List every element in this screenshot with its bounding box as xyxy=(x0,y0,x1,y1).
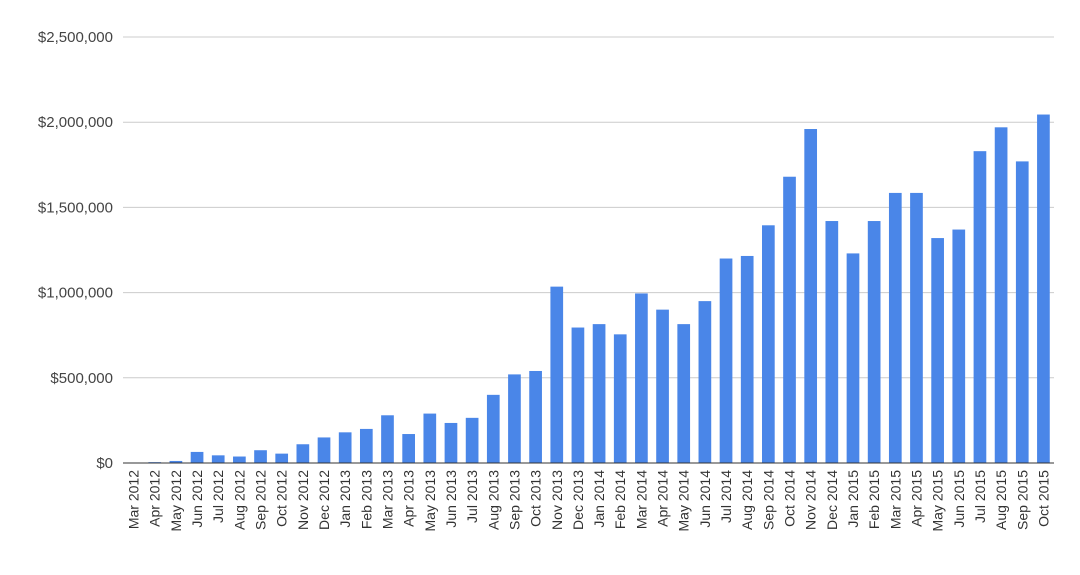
bar xyxy=(317,437,331,463)
bar xyxy=(952,229,966,463)
bar xyxy=(613,334,627,463)
bar xyxy=(740,255,754,463)
x-tick-label: May 2015 xyxy=(930,470,946,532)
x-tick-label: Aug 2014 xyxy=(739,470,755,530)
x-tick-label: May 2014 xyxy=(676,470,692,532)
bar xyxy=(529,370,542,463)
x-axis-ticks: Mar 2012 Apr 2012 May 2012 Jun 2012 Jul 2012… xyxy=(126,470,1052,532)
x-tick-label: Apr 2013 xyxy=(401,470,417,527)
bars xyxy=(127,114,1050,464)
x-tick-label: Mar 2015 xyxy=(887,470,903,529)
x-tick-label: Sep 2012 xyxy=(253,470,269,530)
x-tick-label: Dec 2012 xyxy=(316,470,332,530)
bar xyxy=(444,422,458,463)
x-tick-label: Mar 2012 xyxy=(126,470,142,529)
bar xyxy=(359,428,373,463)
x-tick-label: Jun 2013 xyxy=(443,470,459,528)
x-tick-label: Nov 2014 xyxy=(803,470,819,530)
bar xyxy=(592,324,606,463)
bar xyxy=(677,324,691,463)
x-tick-label: Feb 2015 xyxy=(866,470,882,529)
y-axis-ticks: $0 $500,000 $1,000,000 $1,500,000 $2,000,000… xyxy=(38,29,113,472)
x-tick-label: Sep 2014 xyxy=(760,470,776,530)
bar xyxy=(804,129,818,464)
y-tick-label: $500,000 xyxy=(50,370,113,387)
bar xyxy=(211,455,225,463)
bar xyxy=(254,450,267,463)
bar xyxy=(698,301,712,463)
x-tick-label: Jul 2013 xyxy=(464,470,480,523)
bar xyxy=(508,374,521,463)
x-tick-label: May 2012 xyxy=(168,470,184,532)
bar xyxy=(338,432,352,463)
x-tick-label: Feb 2014 xyxy=(612,470,628,529)
bar xyxy=(931,238,944,463)
x-tick-label: Sep 2013 xyxy=(506,470,522,530)
x-tick-label: Jul 2012 xyxy=(210,470,226,523)
x-tick-label: Jul 2014 xyxy=(718,470,734,523)
bar xyxy=(571,327,585,463)
x-tick-label: Mar 2014 xyxy=(633,470,649,529)
bar xyxy=(486,394,500,463)
y-tick-label: $2,000,000 xyxy=(38,114,113,131)
x-tick-label: Dec 2013 xyxy=(570,470,586,530)
y-tick-label: $0 xyxy=(96,455,113,472)
bar xyxy=(994,127,1008,463)
bar xyxy=(423,413,437,463)
bar xyxy=(233,456,246,463)
x-tick-label: Feb 2013 xyxy=(358,470,374,529)
x-tick-label: Oct 2013 xyxy=(528,470,544,527)
x-tick-label: Jun 2012 xyxy=(189,470,205,528)
x-tick-label: Jan 2013 xyxy=(337,470,353,528)
bar xyxy=(656,309,669,463)
x-tick-label: Oct 2012 xyxy=(274,470,290,527)
x-tick-label: Nov 2013 xyxy=(549,470,565,530)
x-tick-label: Jan 2015 xyxy=(845,470,861,528)
x-tick-label: Oct 2014 xyxy=(782,470,798,527)
x-tick-label: Jan 2014 xyxy=(591,470,607,528)
bar xyxy=(465,417,479,463)
bar xyxy=(973,151,987,463)
x-tick-label: Aug 2015 xyxy=(993,470,1009,530)
y-tick-label: $1,500,000 xyxy=(38,199,113,216)
y-tick-label: $2,500,000 xyxy=(38,29,113,46)
bar xyxy=(719,258,733,463)
x-tick-label: Nov 2012 xyxy=(295,470,311,530)
bar xyxy=(825,221,839,463)
x-tick-label: Aug 2012 xyxy=(231,470,247,530)
bar xyxy=(762,225,775,463)
bar xyxy=(846,253,860,463)
x-tick-label: Aug 2013 xyxy=(485,470,501,530)
x-tick-label: Oct 2015 xyxy=(1035,470,1051,527)
bar xyxy=(550,286,564,463)
bar xyxy=(275,453,289,463)
x-tick-label: Apr 2012 xyxy=(147,470,163,527)
bar xyxy=(910,192,923,463)
x-tick-label: Apr 2014 xyxy=(655,470,671,527)
x-tick-label: Dec 2014 xyxy=(824,470,840,530)
x-tick-label: Mar 2013 xyxy=(379,470,395,529)
x-tick-label: May 2013 xyxy=(422,470,438,532)
bar xyxy=(888,192,902,463)
x-tick-label: Jun 2014 xyxy=(697,470,713,528)
x-tick-label: Jun 2015 xyxy=(951,470,967,528)
bar xyxy=(296,444,310,463)
bar xyxy=(169,460,183,463)
bar xyxy=(1037,114,1050,464)
x-tick-label: Jul 2015 xyxy=(972,470,988,523)
bar xyxy=(1015,161,1029,463)
bar xyxy=(783,176,796,463)
bar xyxy=(402,434,415,463)
bar xyxy=(190,451,204,463)
bar xyxy=(635,293,648,463)
bar xyxy=(867,221,881,463)
y-tick-label: $1,000,000 xyxy=(38,285,113,302)
bar xyxy=(381,415,394,463)
x-tick-label: Apr 2015 xyxy=(908,470,924,527)
x-tick-label: Sep 2015 xyxy=(1014,470,1030,530)
